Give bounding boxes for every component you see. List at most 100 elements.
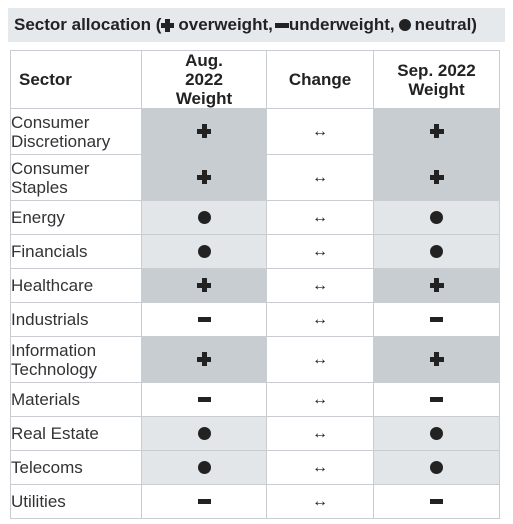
- table-row: Telecoms ↔: [10, 450, 500, 485]
- sep-weight-cell: [373, 450, 500, 485]
- change-cell: ↔: [266, 336, 374, 383]
- change-cell: ↔: [266, 108, 374, 155]
- no-change-arrow-icon: ↔: [312, 276, 328, 294]
- title-underweight: underweight,: [288, 15, 395, 34]
- table-row: Materials ↔: [10, 382, 500, 417]
- no-change-arrow-icon: ↔: [312, 310, 328, 328]
- aug-weight-cell: [141, 302, 267, 337]
- plus-marker-icon: [197, 124, 211, 139]
- sector-label: Healthcare: [10, 268, 142, 303]
- plus-marker-icon: [429, 124, 444, 139]
- table-row: Industrials ↔: [10, 302, 500, 337]
- aug-weight-cell: [141, 200, 267, 235]
- no-change-arrow-icon: ↔: [312, 424, 328, 442]
- aug-weight-cell: [141, 336, 267, 383]
- change-cell: ↔: [266, 484, 374, 519]
- table-row: Financials ↔: [10, 234, 500, 269]
- change-cell: ↔: [266, 268, 374, 303]
- minus-marker-icon: [197, 396, 211, 402]
- neutral-dot-icon: [398, 19, 411, 31]
- overweight-plus-icon: [161, 18, 175, 32]
- sep-weight-cell: [373, 484, 500, 519]
- sep-weight-cell: [373, 108, 500, 155]
- table-row: Energy ↔: [10, 200, 500, 235]
- sep-weight-cell: [373, 336, 500, 383]
- sector-label: Information Technology: [10, 336, 142, 383]
- minus-marker-icon: [197, 316, 211, 322]
- dot-marker-icon: [430, 210, 443, 224]
- aug-weight-cell: [141, 450, 267, 485]
- change-cell: ↔: [266, 154, 374, 201]
- no-change-arrow-icon: ↔: [312, 168, 328, 186]
- change-cell: ↔: [266, 416, 374, 451]
- sector-label: Utilities: [10, 484, 142, 519]
- sector-label: Materials: [10, 382, 142, 417]
- change-cell: ↔: [266, 302, 374, 337]
- sector-label: Consumer Discretionary: [10, 108, 142, 155]
- underweight-minus-icon: [274, 22, 289, 28]
- sector-label: Consumer Staples: [10, 154, 142, 201]
- title-neutral: neutral): [414, 15, 477, 34]
- no-change-arrow-icon: ↔: [312, 350, 328, 368]
- title-prefix: Sector allocation (: [14, 15, 162, 34]
- no-change-arrow-icon: ↔: [312, 242, 328, 260]
- sep-weight-cell: [373, 416, 500, 451]
- header-change: Change: [266, 50, 374, 109]
- plus-marker-icon: [429, 352, 444, 367]
- aug-weight-cell: [141, 108, 267, 155]
- change-cell: ↔: [266, 450, 374, 485]
- sep-weight-cell: [373, 154, 500, 201]
- dot-marker-icon: [430, 426, 443, 440]
- minus-marker-icon: [430, 396, 443, 402]
- sector-label: Industrials: [10, 302, 142, 337]
- title-overweight: overweight,: [178, 15, 273, 34]
- plus-marker-icon: [197, 170, 211, 185]
- sep-weight-cell: [373, 200, 500, 235]
- aug-weight-cell: [141, 154, 267, 201]
- aug-weight-cell: [141, 234, 267, 269]
- header-aug-weight: Aug. 2022 Weight: [141, 50, 267, 109]
- plus-marker-icon: [197, 278, 211, 293]
- table-row: Real Estate ↔: [10, 416, 500, 451]
- sector-label: Energy: [10, 200, 142, 235]
- minus-marker-icon: [430, 316, 443, 322]
- chart-title: Sector allocation ( overweight, underwei…: [8, 8, 505, 42]
- minus-marker-icon: [197, 498, 211, 504]
- dot-marker-icon: [197, 426, 211, 440]
- aug-weight-cell: [141, 268, 267, 303]
- table-row: Healthcare ↔: [10, 268, 500, 303]
- header-sep-label: Sep. 2022 Weight: [397, 60, 476, 99]
- aug-weight-cell: [141, 484, 267, 519]
- table-row: Information Technology ↔: [10, 336, 500, 383]
- dot-marker-icon: [197, 460, 211, 474]
- sep-weight-cell: [373, 302, 500, 337]
- no-change-arrow-icon: ↔: [312, 492, 328, 510]
- minus-marker-icon: [430, 498, 443, 504]
- change-cell: ↔: [266, 382, 374, 417]
- table-row: Consumer Staples ↔: [10, 154, 500, 201]
- sector-label: Telecoms: [10, 450, 142, 485]
- plus-marker-icon: [197, 352, 211, 367]
- sep-weight-cell: [373, 268, 500, 303]
- no-change-arrow-icon: ↔: [312, 458, 328, 476]
- aug-weight-cell: [141, 416, 267, 451]
- dot-marker-icon: [197, 210, 211, 224]
- sector-allocation-table: Sector Aug. 2022 Weight Change Sep. 2022…: [10, 50, 500, 519]
- table-row: Utilities ↔: [10, 484, 500, 519]
- no-change-arrow-icon: ↔: [312, 122, 328, 140]
- dot-marker-icon: [430, 460, 443, 474]
- plus-marker-icon: [429, 170, 444, 185]
- aug-weight-cell: [141, 382, 267, 417]
- change-cell: ↔: [266, 234, 374, 269]
- table-row: Consumer Discretionary ↔: [10, 108, 500, 155]
- sep-weight-cell: [373, 234, 500, 269]
- change-cell: ↔: [266, 200, 374, 235]
- header-row: Sector Aug. 2022 Weight Change Sep. 2022…: [10, 50, 500, 109]
- sep-weight-cell: [373, 382, 500, 417]
- sector-label: Financials: [10, 234, 142, 269]
- header-aug-label: Aug. 2022 Weight: [175, 51, 233, 108]
- no-change-arrow-icon: ↔: [312, 390, 328, 408]
- dot-marker-icon: [430, 244, 443, 258]
- header-sep-weight: Sep. 2022 Weight: [373, 50, 500, 109]
- header-sector: Sector: [10, 50, 142, 109]
